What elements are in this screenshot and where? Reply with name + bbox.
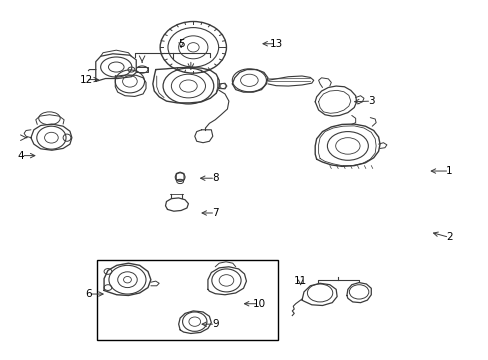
Text: 13: 13 (269, 39, 282, 49)
Text: 8: 8 (211, 173, 218, 183)
Text: 11: 11 (293, 276, 306, 286)
Text: 6: 6 (85, 289, 92, 299)
Text: 3: 3 (367, 96, 374, 106)
Text: 4: 4 (18, 150, 24, 161)
Text: 1: 1 (445, 166, 452, 176)
Bar (97, 260, 277, 339)
Text: 12: 12 (79, 75, 92, 85)
Text: 7: 7 (211, 208, 218, 218)
Text: 9: 9 (211, 319, 218, 329)
Text: 10: 10 (252, 299, 265, 309)
Bar (136, 67, 148, 72)
Text: 5: 5 (178, 39, 184, 49)
Text: 2: 2 (445, 232, 452, 242)
